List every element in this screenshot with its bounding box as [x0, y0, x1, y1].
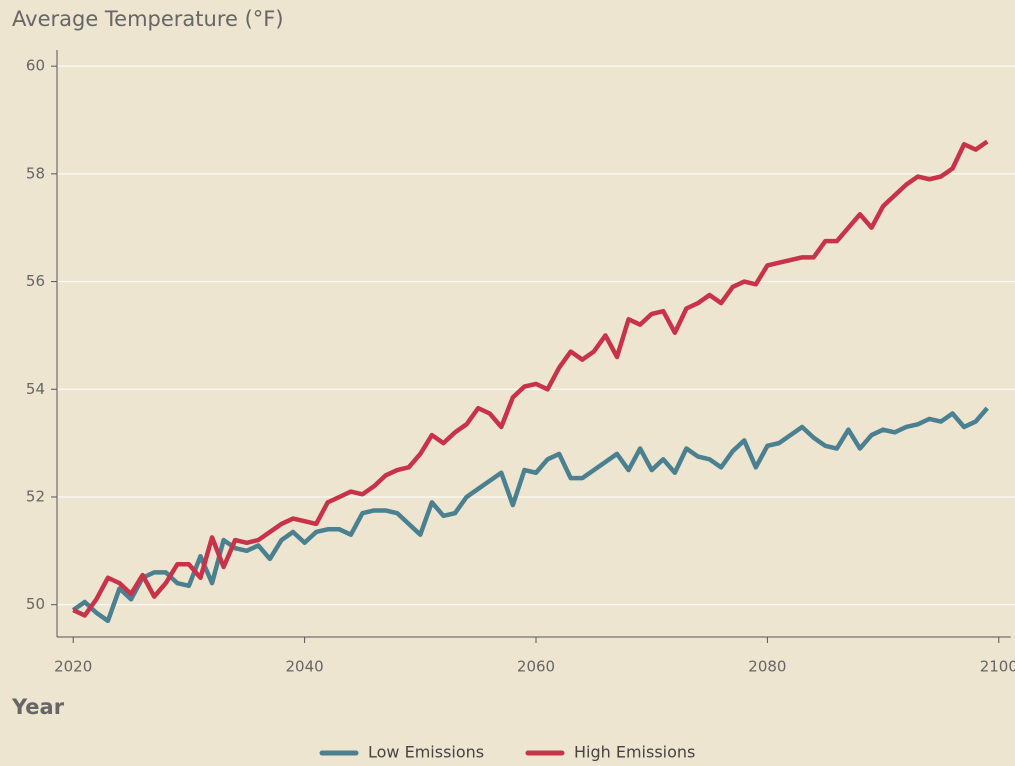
- chart-title: Average Temperature (°F): [12, 7, 284, 31]
- x-tick-label: 2100: [980, 658, 1015, 676]
- legend-label: Low Emissions: [368, 743, 484, 762]
- line-series: [71, 406, 989, 624]
- legend-label: High Emissions: [574, 743, 695, 762]
- x-axis-label: Year: [11, 695, 65, 719]
- y-tick-label: 54: [26, 380, 45, 398]
- y-tick-label: 50: [26, 595, 45, 613]
- x-tick-label: 2040: [286, 658, 324, 676]
- x-tick-label: 2080: [748, 658, 786, 676]
- y-tick-label: 58: [26, 164, 45, 182]
- y-tick-label: 52: [26, 487, 45, 505]
- y-tick-label: 60: [26, 57, 45, 75]
- line-series: [72, 139, 989, 618]
- x-tick-label: 2020: [54, 658, 92, 676]
- x-tick-label: 2060: [517, 658, 555, 676]
- y-tick-label: 56: [26, 272, 45, 290]
